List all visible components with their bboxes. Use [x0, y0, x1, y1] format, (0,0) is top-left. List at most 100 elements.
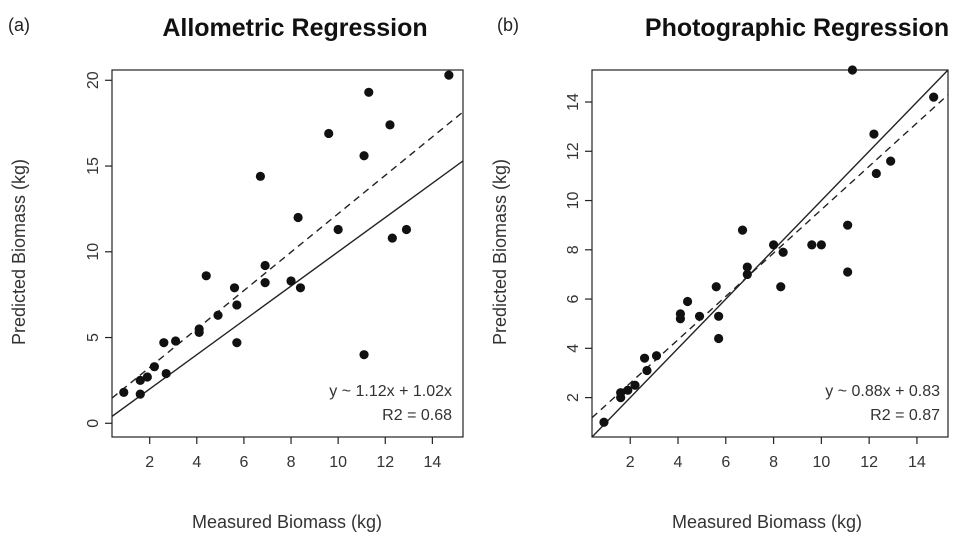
r-squared: R2 = 0.87 — [870, 407, 940, 424]
x-tick-label: 14 — [908, 454, 926, 471]
x-tick-label: 4 — [674, 454, 683, 471]
data-point — [694, 311, 705, 321]
x-tick-label: 12 — [376, 454, 394, 471]
data-point — [807, 240, 817, 250]
y-tick-label: 10 — [85, 243, 102, 261]
data-point — [843, 220, 853, 230]
data-point — [843, 267, 853, 277]
data-point — [869, 129, 879, 139]
data-point — [639, 353, 650, 363]
y-axis-label: Predicted Biomass (kg) — [9, 159, 29, 345]
data-point — [675, 314, 686, 324]
data-point — [293, 212, 303, 223]
panel-label: (b) — [497, 15, 519, 35]
panel-a: (a) Allometric Regression Measured Bioma… — [8, 14, 464, 532]
data-point — [142, 372, 152, 382]
data-point — [135, 389, 145, 399]
x-tick-label: 2 — [626, 454, 635, 471]
y-tick-label: 12 — [565, 142, 582, 160]
x-tick-label: 14 — [423, 454, 441, 471]
x-tick-label: 8 — [769, 454, 778, 471]
plot-frame — [111, 69, 464, 438]
data-point — [359, 151, 369, 161]
data-point — [630, 380, 640, 390]
data-point — [135, 375, 145, 386]
data-point — [714, 311, 724, 321]
x-axis-label: Measured Biomass (kg) — [672, 512, 862, 532]
x-tick-label: 4 — [192, 454, 201, 471]
plot-frame — [591, 69, 949, 438]
x-tick-label: 10 — [812, 454, 830, 471]
y-tick-label: 6 — [565, 295, 582, 304]
data-point — [847, 65, 858, 75]
x-axis-label: Measured Biomass (kg) — [192, 512, 382, 532]
x-tick-label: 6 — [721, 454, 730, 471]
data-point — [816, 240, 826, 250]
data-point — [599, 417, 609, 427]
data-point — [778, 247, 788, 257]
data-point — [119, 387, 129, 398]
data-point — [194, 327, 204, 337]
data-point — [324, 128, 334, 139]
data-point — [385, 120, 395, 130]
data-point — [260, 260, 270, 271]
chart-title: Photographic Regression — [645, 14, 949, 42]
data-point — [929, 92, 939, 102]
data-point — [742, 262, 752, 272]
regression-equation: y ~ 0.88x + 0.83 — [825, 383, 940, 400]
data-point — [260, 278, 270, 288]
data-point — [642, 365, 652, 376]
one-to-one-line — [592, 70, 948, 437]
data-point — [286, 276, 296, 286]
chart-title: Allometric Regression — [162, 14, 427, 42]
y-axis-label: Predicted Biomass (kg) — [490, 159, 510, 345]
y-tick-label: 2 — [565, 393, 582, 402]
x-tick-label: 6 — [239, 454, 248, 471]
data-point — [159, 338, 169, 348]
r-squared: R2 = 0.68 — [382, 407, 452, 424]
x-tick-label: 12 — [860, 454, 878, 471]
y-tick-label: 0 — [85, 419, 102, 428]
y-tick-label: 15 — [85, 157, 102, 175]
data-point — [742, 269, 752, 280]
data-point — [387, 233, 397, 243]
regression-line-dashed — [112, 111, 463, 399]
y-tick-label: 20 — [85, 71, 102, 89]
regression-equation: y ~ 1.12x + 1.02x — [329, 383, 452, 400]
y-tick-label: 14 — [565, 93, 582, 111]
data-point — [651, 351, 662, 361]
panel-b: (b) Photographic Regression Measured Bio… — [490, 14, 949, 532]
y-tick-label: 10 — [565, 192, 582, 210]
data-point — [255, 171, 266, 181]
one-to-one-line — [112, 160, 463, 417]
data-point — [886, 156, 896, 166]
data-point — [213, 310, 223, 320]
data-point — [232, 338, 242, 348]
x-tick-label: 8 — [287, 454, 296, 471]
data-point — [232, 300, 242, 310]
data-point — [682, 296, 693, 307]
y-tick-label: 4 — [565, 344, 582, 353]
data-point — [711, 282, 721, 292]
data-point — [401, 224, 412, 235]
x-tick-label: 2 — [145, 454, 154, 471]
data-point — [737, 225, 748, 235]
y-tick-label: 8 — [565, 245, 582, 254]
data-point — [295, 283, 306, 293]
data-point — [333, 224, 343, 235]
data-point — [171, 336, 181, 346]
data-point — [623, 385, 633, 395]
panel-label: (a) — [8, 15, 30, 35]
data-point — [444, 70, 454, 80]
data-point — [229, 283, 240, 293]
data-point — [359, 350, 369, 360]
data-point — [161, 368, 171, 379]
data-point — [768, 240, 779, 250]
data-point — [149, 362, 160, 372]
x-tick-label: 10 — [329, 454, 347, 471]
data-point — [201, 271, 211, 281]
regression-line-dashed — [592, 94, 948, 419]
data-point — [714, 333, 724, 344]
data-point — [776, 282, 786, 292]
